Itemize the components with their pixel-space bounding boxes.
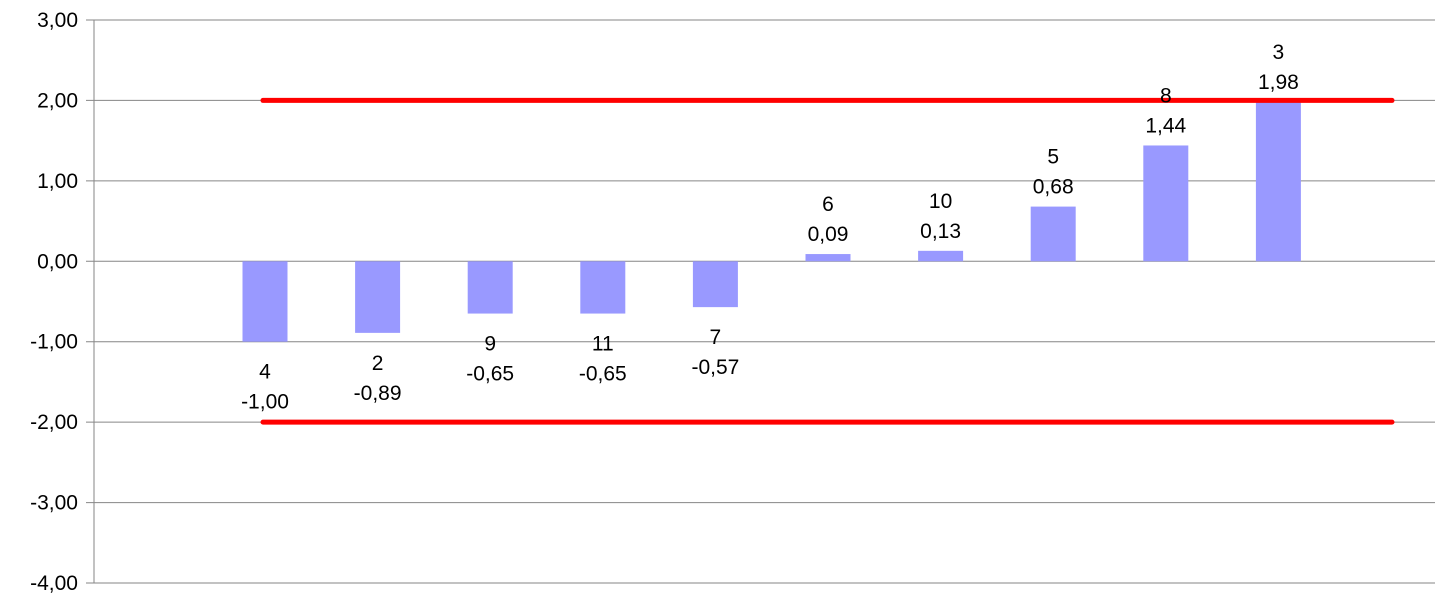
bar xyxy=(692,261,738,308)
bar xyxy=(1255,102,1301,262)
data-label-category: 11 xyxy=(592,333,614,356)
bar xyxy=(467,261,513,314)
data-label-category: 2 xyxy=(372,352,384,375)
data-label-value: 0,09 xyxy=(808,223,849,246)
reference-lines xyxy=(260,97,1395,425)
data-label-category: 8 xyxy=(1160,84,1172,107)
bar xyxy=(580,261,626,314)
data-label-value: 0,13 xyxy=(920,220,961,243)
bar xyxy=(355,261,401,333)
y-axis-ticks: 3,00 2,00 1,00 0,00 -1,00 -2,00 -3,00 -4,00 xyxy=(30,9,78,595)
y-tick-label: 0,00 xyxy=(37,250,78,273)
gridlines xyxy=(86,19,1435,584)
bar xyxy=(1143,145,1189,262)
data-label-value: -1,00 xyxy=(241,391,289,414)
data-label-category: 10 xyxy=(929,190,952,213)
data-label-value: 1,98 xyxy=(1258,71,1299,94)
data-label-category: 6 xyxy=(822,193,834,216)
bars xyxy=(242,102,1301,342)
y-tick-label: 1,00 xyxy=(37,170,78,193)
bar xyxy=(918,250,964,262)
data-label-value: 1,44 xyxy=(1145,114,1186,137)
bar xyxy=(242,261,288,342)
y-tick-label: -3,00 xyxy=(30,492,78,515)
data-label-value: -0,89 xyxy=(354,382,402,405)
data-label-value: 0,68 xyxy=(1033,176,1074,199)
y-tick-label: 3,00 xyxy=(37,9,78,32)
data-label-category: 4 xyxy=(259,361,271,384)
data-labels: 4 -1,00 2 -0,89 9 -0,65 11 -0,65 7 -0,57 6 0,09 10 0,… xyxy=(241,41,1299,414)
y-tick-label: -1,00 xyxy=(30,331,78,354)
data-label-value: -0,57 xyxy=(691,356,739,379)
data-label-category: 7 xyxy=(710,326,722,349)
data-label-value: -0,65 xyxy=(579,363,627,386)
y-tick-label: -4,00 xyxy=(30,572,78,595)
y-tick-label: 2,00 xyxy=(37,89,78,112)
data-label-value: -0,65 xyxy=(466,363,514,386)
data-label-category: 5 xyxy=(1047,146,1059,169)
data-label-category: 3 xyxy=(1273,41,1285,64)
bar xyxy=(805,254,851,262)
y-tick-label: -2,00 xyxy=(30,411,78,434)
data-label-category: 9 xyxy=(484,333,496,356)
bar xyxy=(1030,206,1076,262)
